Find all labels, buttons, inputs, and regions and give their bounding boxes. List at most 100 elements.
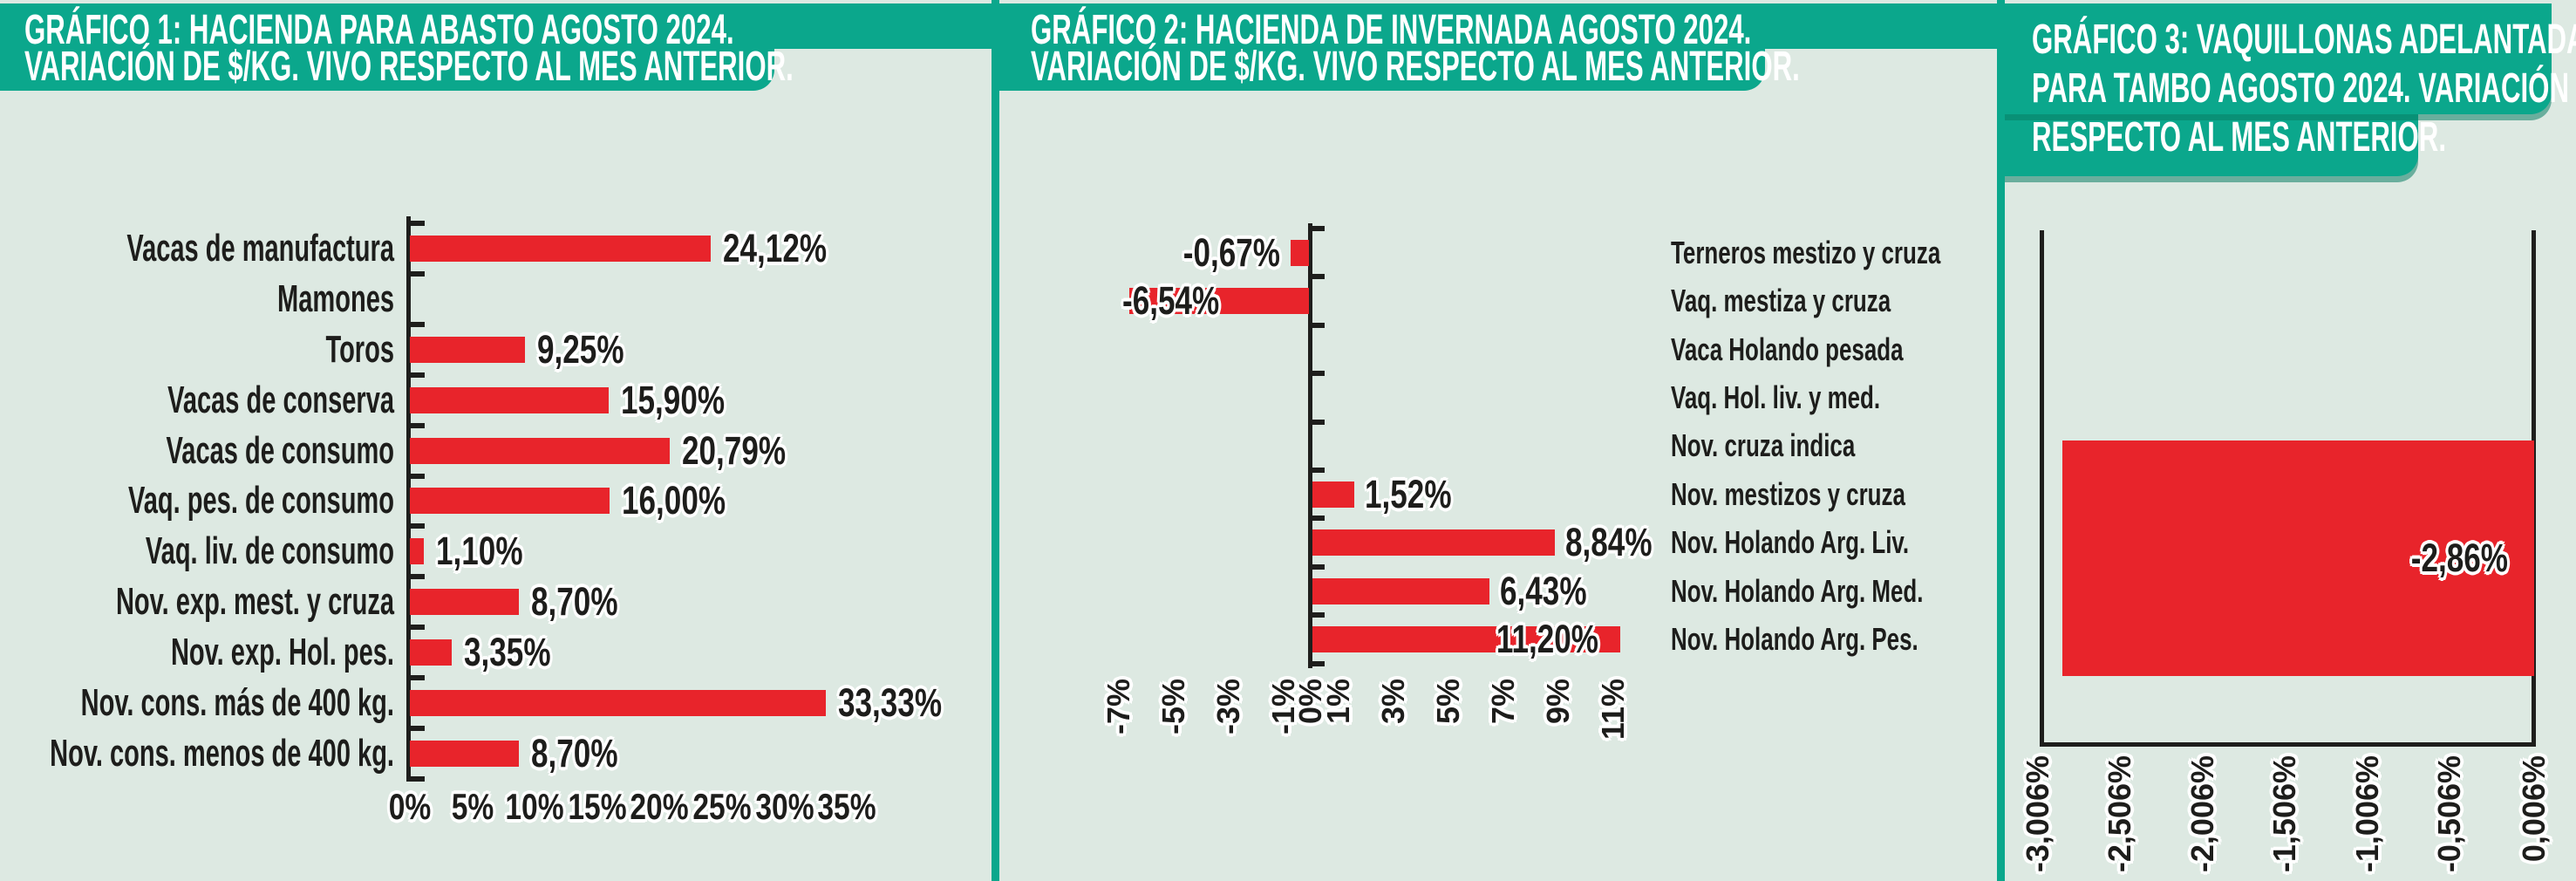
chart2-category-label: Nov. cruza indica — [1671, 427, 1856, 464]
panel-divider-1 — [992, 0, 999, 881]
chart2-x-axis-label: 9% — [1539, 679, 1576, 725]
chart1-axis-tick — [406, 321, 425, 327]
chart1-x-axis-label: 5% — [451, 786, 494, 827]
chart2-category-label: Nov. Holando Arg. Liv. — [1671, 524, 1910, 561]
chart3-x-axis-label: -2,006% — [2184, 755, 2220, 873]
chart1-x-axis-label: 30% — [754, 786, 814, 827]
chart1-value-label: 3,35% — [464, 630, 551, 675]
chart1-value-label: 1,10% — [436, 529, 523, 574]
chart1-bar — [410, 740, 519, 767]
chart1-category-label: Toros — [325, 327, 394, 371]
chart3-title: GRÁFICO 3: VAQUILLONAS ADELANTADAS PARA … — [2032, 16, 2576, 162]
chart2-bar — [1129, 288, 1309, 315]
chart3-banner-upper — [2005, 3, 2552, 114]
chart1-axis-tick — [406, 726, 425, 731]
chart3-value-label: -2,86% — [2410, 536, 2508, 580]
chart2-x-axis-label: -7% — [1100, 679, 1136, 735]
chart1-banner — [0, 3, 774, 91]
chart2-category-label: Vaq. Hol. liv. y med. — [1671, 379, 1881, 415]
chart1-value-label: 15,90% — [621, 377, 726, 422]
chart3-title-line1: GRÁFICO 3: VAQUILLONAS ADELANTADAS — [2032, 17, 2576, 63]
chart2-bar — [1312, 529, 1555, 557]
chart2-category-label: Terneros mestizo y cruza — [1671, 234, 1941, 270]
chart1-x-axis-label: 0% — [388, 786, 432, 827]
chart1-bar — [410, 589, 519, 616]
chart3-title-line2: PARA TAMBO AGOSTO 2024. VARIACIÓN — [2032, 65, 2569, 112]
chart3-x-axis-label: -1,006% — [2348, 755, 2385, 873]
chart2-bar — [1291, 239, 1309, 266]
chart1-axis-tick — [406, 422, 425, 428]
chart2-x-axis-label: 1% — [1319, 679, 1356, 725]
chart1-axis-tick — [406, 574, 425, 580]
chart1-title-line1: GRÁFICO 1: HACIENDA PARA ABASTO AGOSTO 2… — [24, 7, 734, 53]
chart2-x-axis-label: -3% — [1210, 679, 1246, 735]
chart1-bar — [410, 437, 670, 464]
chart2-bar — [1312, 577, 1489, 604]
chart3-x-axis-label: -1,506% — [2266, 755, 2303, 873]
chart2-category-label: Nov. Holando Arg. Med. — [1671, 572, 1924, 609]
chart3-x-axis-label: -0,506% — [2431, 755, 2468, 873]
chart1-category-label: Vaq. pes. de consumo — [127, 479, 394, 522]
chart1-axis-tick — [406, 473, 425, 479]
chart2-x-axis-label: 11% — [1594, 679, 1631, 741]
chart1-bar — [410, 639, 452, 666]
chart3-title-line3: RESPECTO AL MES ANTERIOR. — [2032, 114, 2446, 160]
chart1-bar — [410, 386, 609, 413]
chart1-category-label: Vacas de conserva — [167, 378, 395, 421]
chart1-x-axis-label: 25% — [692, 786, 752, 827]
chart1-axis-tick — [406, 775, 425, 782]
chart1-x-axis-label: 15% — [568, 786, 627, 827]
chart3-x-axis-label: -3,006% — [2019, 755, 2055, 873]
chart1-axis-tick — [406, 625, 425, 631]
chart1-value-label: 33,33% — [838, 680, 943, 726]
chart1-category-label: Nov. exp. Hol. pes. — [170, 631, 394, 674]
chart2-axis-tick — [1308, 468, 1325, 473]
chart2-axis-tick — [1308, 660, 1325, 666]
chart2-category-label: Vaca Holando pesada — [1671, 331, 1904, 367]
chart2-value-label: -6,54% — [1122, 278, 1220, 324]
chart2-x-axis-label: -5% — [1155, 679, 1191, 735]
chart2-axis-tick — [1308, 563, 1325, 570]
chart2-category-label: Nov. mestizos y cruza — [1671, 475, 1905, 512]
chart2-axis-tick — [1308, 419, 1325, 425]
chart1-value-label: 9,25% — [537, 326, 624, 372]
chart2-axis-tick — [1308, 612, 1325, 618]
chart1-value-label: 16,00% — [622, 478, 726, 523]
chart1-title: GRÁFICO 1: HACIENDA PARA ABASTO AGOSTO 2… — [24, 7, 794, 90]
chart1-bar — [410, 690, 826, 717]
chart1-category-label: Mamones — [277, 277, 394, 320]
chart1-value-label: 8,70% — [531, 730, 618, 775]
chart2-bar — [1312, 481, 1354, 508]
chart1-axis-tick — [406, 221, 425, 226]
chart1-axis-tick — [406, 675, 425, 681]
chart2-value-label: 11,20% — [1496, 616, 1598, 661]
chart2-bar — [1312, 625, 1620, 652]
chart1-bar — [410, 538, 424, 565]
chart1-value-label: 8,70% — [531, 579, 618, 625]
chart1-category-label: Vacas de consumo — [166, 428, 394, 472]
chart2-banner — [999, 3, 1765, 91]
chart2-title: GRÁFICO 2: HACIENDA DE INVERNADA AGOSTO … — [1031, 10, 1800, 90]
chart1-category-label: Vaq. liv. de consumo — [145, 529, 394, 573]
chart1-x-axis-label: 20% — [630, 786, 690, 827]
chart2-title-line2: VARIACIÓN DE $/KG. VIVO RESPECTO AL MES … — [1031, 44, 1800, 90]
chart1-x-axis-label: 35% — [817, 786, 876, 827]
chart1-axis-tick — [406, 523, 425, 529]
chart1-axis-tick — [406, 372, 425, 378]
chart3-bottom-axis — [2040, 742, 2536, 747]
chart2-axis-tick — [1308, 371, 1325, 377]
chart1-title-line2: VARIACIÓN DE $/KG. VIVO RESPECTO AL MES … — [24, 44, 794, 90]
chart1-bar — [410, 488, 610, 515]
chart1-bar — [410, 235, 711, 262]
chart3-left-frame-line — [2040, 230, 2044, 747]
chart2-axis-tick — [1308, 516, 1325, 522]
chart2-value-label: -0,67% — [1182, 229, 1280, 275]
chart2-x-axis-label: 3% — [1374, 679, 1411, 725]
chart2-category-label: Vaq. mestiza y cruza — [1671, 283, 1891, 319]
chart2-category-label: Nov. Holando Arg. Pes. — [1671, 620, 1918, 657]
chart1-value-label: 24,12% — [723, 225, 828, 270]
chart1-category-label: Nov. exp. mest. y cruza — [115, 580, 394, 624]
chart2-axis-tick — [1308, 274, 1325, 280]
chart1-x-axis-label: 10% — [505, 786, 564, 827]
